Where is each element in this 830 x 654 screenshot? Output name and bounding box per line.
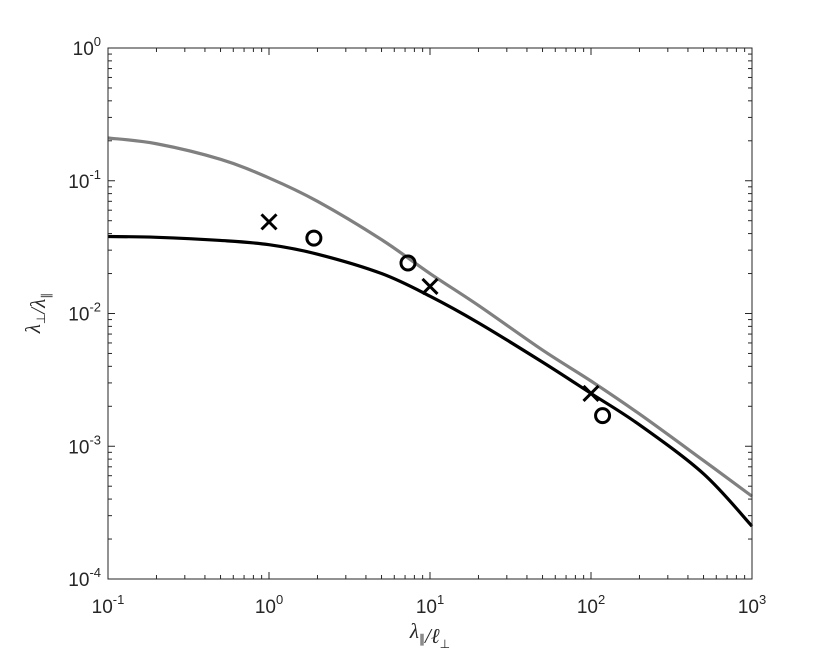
o-marker bbox=[305, 229, 323, 247]
o-marker bbox=[594, 407, 612, 425]
y-axis-label: λ⊥/λ∥ bbox=[21, 293, 53, 335]
y-tick-label: 10-4 bbox=[68, 565, 101, 591]
x-marker bbox=[260, 213, 278, 231]
x-marker bbox=[582, 384, 600, 402]
series-layer bbox=[107, 136, 754, 528]
plot-background bbox=[108, 48, 752, 579]
y-tick-labels: 10-4 10-3 10-2 10-1 100 bbox=[68, 34, 101, 591]
series-line-0 bbox=[107, 136, 753, 498]
x-marker bbox=[421, 277, 439, 295]
y-tick-label: 10-3 bbox=[68, 432, 101, 458]
y-tick-label: 100 bbox=[73, 34, 101, 60]
y-tick-label: 10-2 bbox=[68, 300, 101, 326]
x-tick-label: 102 bbox=[577, 592, 605, 618]
series-line-1 bbox=[107, 234, 754, 528]
x-tick-label: 100 bbox=[255, 592, 283, 618]
x-tick-labels: 10-1 100 101 102 103 bbox=[92, 592, 767, 618]
x-tick-label: 103 bbox=[738, 592, 766, 618]
x-axis-label: λ∥/ℓ⊥ bbox=[409, 619, 450, 651]
x-tick-label: 10-1 bbox=[92, 592, 125, 618]
plot-box bbox=[107, 47, 753, 580]
o-marker bbox=[399, 254, 417, 272]
x-tick-label: 101 bbox=[416, 592, 444, 618]
y-tick-label: 10-1 bbox=[68, 167, 101, 193]
